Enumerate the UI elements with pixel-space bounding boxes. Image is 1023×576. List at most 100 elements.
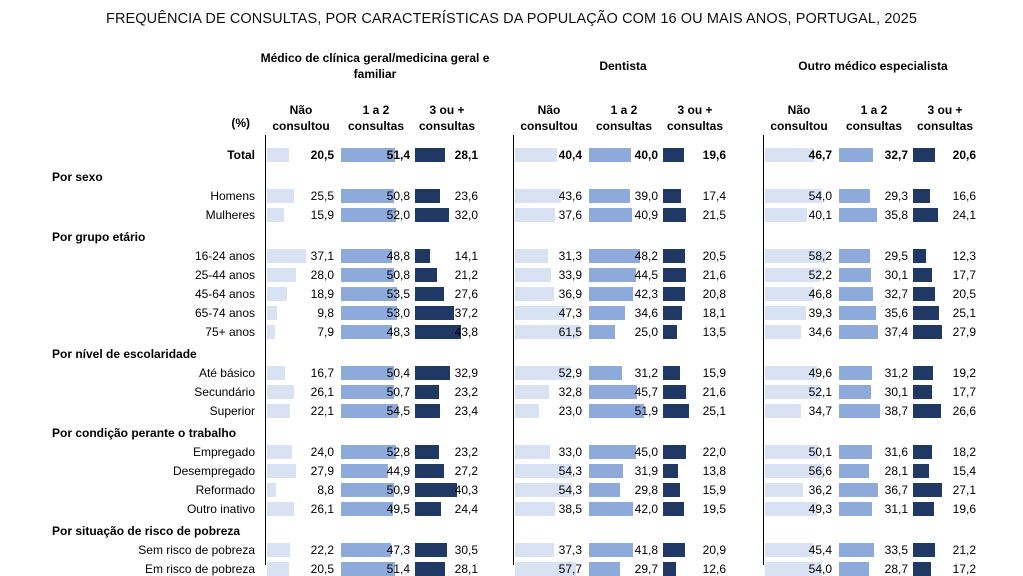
value-label: 19,6 [952,501,976,516]
table-row: Em risco de pobreza 20,5 51,4 28,1 57,7 29,7 1… [0,559,1013,576]
value-cell: 50,9 [341,482,411,497]
group-cells: 36,2 36,7 27,1 [763,482,1013,497]
bar-1-2-consultas [589,267,636,282]
value-cell: 15,9 [663,365,727,380]
group-cells: 52,9 31,2 15,9 [513,365,763,380]
value-cell: 23,0 [515,403,583,418]
section-header-row: Por condição perante o trabalho [0,423,1013,442]
bar-1-2-consultas [839,444,873,459]
group-cells: 15,9 52,0 32,0 [265,207,513,222]
bar-1-2-consultas [589,365,622,380]
value-cell: 54,0 [765,188,833,203]
value-label: 38,5 [558,501,582,516]
value-cell: 19,5 [663,501,727,516]
value-cell: 54,3 [515,463,583,478]
bar-3-mais-consultas [663,188,682,203]
value-label: 27,9 [310,463,334,478]
group-title-outro-especialista: Outro médico especialista [763,46,1013,86]
value-label: 33,0 [558,444,582,459]
value-cell: 27,2 [415,463,479,478]
group-cells: 47,3 34,6 18,1 [513,305,763,320]
group-cells: 36,9 42,3 20,8 [513,286,763,301]
value-cell: 22,2 [267,542,335,557]
bar-nao-consultou [765,365,818,380]
value-cell: 16,7 [267,365,335,380]
value-label: 23,2 [454,384,478,399]
group-cells: 34,7 38,7 26,6 [763,403,1013,418]
value-cell: 26,1 [267,501,335,516]
value-cell: 54,5 [341,403,411,418]
row-label: Desempregado [172,463,255,478]
value-label: 32,0 [454,207,478,222]
value-cell: 49,5 [341,501,411,516]
value-label: 37,1 [310,248,334,263]
value-label: 23,6 [454,188,478,203]
value-cell: 27,1 [913,482,977,497]
bar-3-mais-consultas [415,248,430,263]
value-cell: 25,1 [663,403,727,418]
value-label: 15,9 [310,207,334,222]
value-cell: 20,5 [267,561,335,576]
column-header: Não consultou [520,103,578,133]
value-cell: 50,7 [341,384,411,399]
value-label: 40,1 [808,207,832,222]
bar-nao-consultou [765,305,807,320]
value-label: 37,3 [558,542,582,557]
bar-1-2-consultas [839,542,875,557]
value-label: 50,4 [386,365,410,380]
value-label: 34,6 [634,305,658,320]
value-label: 26,1 [310,384,334,399]
bar-nao-consultou [267,286,287,301]
bar-nao-consultou [515,444,550,459]
table-row: 75+ anos 7,9 48,3 43,8 61,5 25,0 13,5 34,6 37,4 2… [0,322,1013,341]
bar-1-2-consultas [341,482,395,497]
bar-1-2-consultas [839,147,874,162]
value-label: 22,0 [702,444,726,459]
chart-title: FREQUÊNCIA DE CONSULTAS, POR CARACTERÍST… [105,11,918,27]
value-cell: 61,5 [515,324,583,339]
value-label: 54,3 [558,482,582,497]
value-cell: 50,4 [341,365,411,380]
bar-1-2-consultas [839,463,869,478]
value-label: 46,8 [808,286,832,301]
value-cell: 17,7 [913,384,977,399]
value-label: 17,4 [702,188,726,203]
value-label: 22,2 [310,542,334,557]
table-row: 16-24 anos 37,1 48,8 14,1 31,3 48,2 20,5 58,2 29… [0,246,1013,265]
value-label: 51,9 [634,403,658,418]
bar-1-2-consultas [839,267,871,282]
value-cell: 32,0 [415,207,479,222]
value-label: 25,5 [310,188,334,203]
value-cell: 40,9 [589,207,659,222]
value-cell: 52,1 [765,384,833,399]
group-title-label: Dentista [599,59,647,73]
table-row: Superior 22,1 54,5 23,4 23,0 51,9 25,1 34,7 38,7… [0,401,1013,420]
value-cell: 20,5 [913,286,977,301]
value-cell: 12,6 [663,561,727,576]
column-header-group: Não consultou 1 a 2 consultas 3 ou + con… [265,102,513,134]
column-header: 1 a 2 consultas [845,103,902,133]
value-cell: 29,8 [589,482,659,497]
value-cell: 46,8 [765,286,833,301]
value-cell: 28,0 [267,267,335,282]
group-title-label: Outro médico especialista [798,59,948,73]
bar-nao-consultou [515,365,571,380]
bar-1-2-consultas [589,501,634,516]
value-cell: 32,8 [515,384,583,399]
bar-3-mais-consultas [663,463,678,478]
group-cells: 34,6 37,4 27,9 [763,324,1013,339]
value-label: 14,1 [454,248,478,263]
bar-nao-consultou [267,384,295,399]
value-label: 39,0 [634,188,658,203]
row-label: Em risco de pobreza [144,561,255,576]
group-separator-line [265,135,266,565]
table-row: Homens 25,5 50,8 23,6 43,6 39,0 17,4 54,0 29,3 16… [0,186,1013,205]
value-label: 20,9 [702,542,726,557]
bar-3-mais-consultas [415,403,440,418]
value-label: 29,3 [884,188,908,203]
bar-1-2-consultas [839,188,870,203]
group-title-label: Médico de clínica geral/medicina geral e… [260,51,490,81]
bar-nao-consultou [267,188,294,203]
value-cell: 31,2 [589,365,659,380]
row-label: Superior [209,403,255,418]
